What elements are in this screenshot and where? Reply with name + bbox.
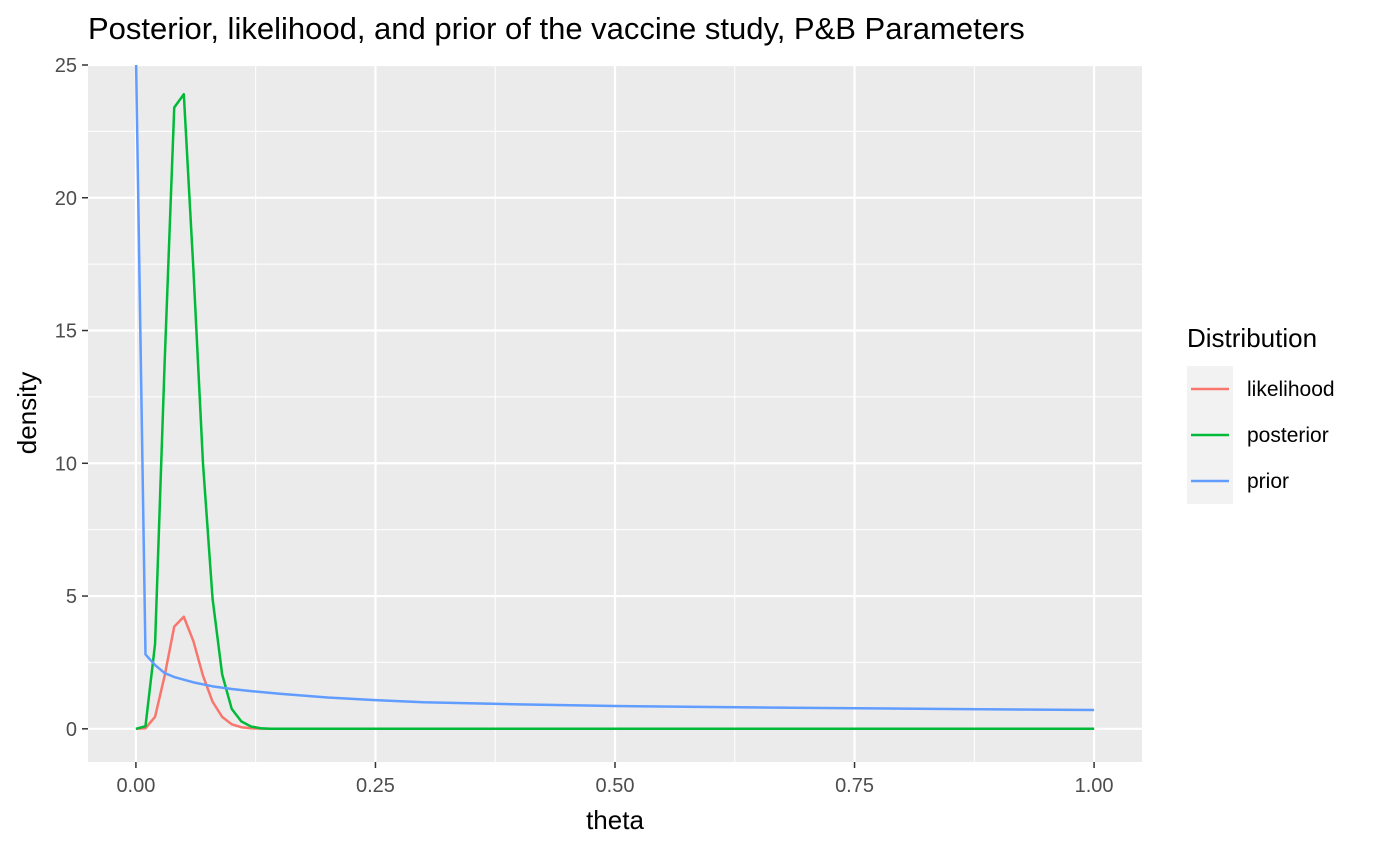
x-tick-label: 0.00 bbox=[116, 775, 155, 797]
legend-label-prior: prior bbox=[1247, 470, 1289, 493]
series-lines bbox=[134, 65, 1095, 731]
legend-label-likelihood: likelihood bbox=[1247, 378, 1335, 401]
x-axis-title: theta bbox=[586, 805, 644, 835]
legend-title: Distribution bbox=[1187, 323, 1317, 353]
x-tick-label: 1.00 bbox=[1075, 775, 1114, 797]
chart-title: Posterior, likelihood, and prior of the … bbox=[88, 11, 1025, 46]
x-tick-label: 0.25 bbox=[356, 775, 395, 797]
legend-label-posterior: posterior bbox=[1247, 424, 1329, 447]
y-tick-label: 25 bbox=[55, 55, 77, 77]
y-tick-label: 0 bbox=[66, 719, 77, 741]
y-tick-label: 5 bbox=[66, 586, 77, 608]
y-tick-label: 15 bbox=[55, 321, 77, 343]
y-tick-label: 20 bbox=[55, 188, 77, 210]
y-tick-label: 10 bbox=[55, 453, 77, 475]
series-line-posterior bbox=[135, 92, 1095, 731]
series-line-prior bbox=[134, 65, 1095, 712]
y-axis-title: density bbox=[12, 372, 42, 454]
grid-minor-x bbox=[255, 65, 975, 762]
x-axis-ticks: 0.00 0.25 0.50 0.75 1.00 bbox=[116, 762, 1114, 797]
legend: Distribution likelihood posterior prior bbox=[1187, 323, 1335, 504]
y-axis-ticks: 0 5 10 15 20 25 bbox=[55, 55, 88, 741]
x-tick-label: 0.75 bbox=[835, 775, 874, 797]
x-tick-label: 0.50 bbox=[596, 775, 635, 797]
grid-major-x bbox=[134, 65, 1096, 762]
